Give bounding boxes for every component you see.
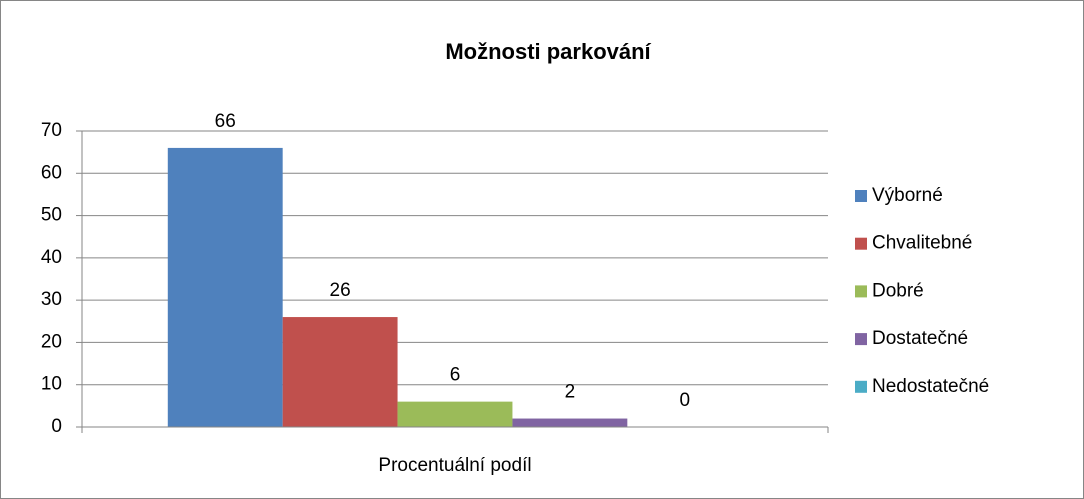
data-label: 6 [450,365,461,386]
legend-swatch [855,285,867,298]
legend-swatch [855,380,867,393]
y-tick-label: 10 [41,374,62,395]
legend-swatch [855,333,867,346]
bar [282,317,398,427]
data-label: 2 [565,382,576,403]
y-tick-label: 60 [41,162,62,183]
legend-label: Dobré [872,280,924,301]
bar [167,147,283,427]
bar [397,401,513,427]
x-tick-label: Procentuální podíl [378,455,531,476]
bar [512,418,628,427]
legend-label: Chvalitebné [872,233,972,254]
chart-title: Možnosti parkování [445,39,651,64]
y-tick-label: 40 [41,247,62,268]
legend-label: Nedostatečné [872,376,989,397]
y-tick-label: 20 [41,331,62,352]
data-label: 26 [330,280,351,301]
y-tick-label: 30 [41,289,62,310]
legend-swatch [855,237,867,250]
data-label: 66 [215,111,236,132]
data-label: 0 [679,390,690,411]
legend-label: Výborné [872,185,943,206]
legend-label: Dostatečné [872,328,968,349]
legend-swatch [855,190,867,202]
y-tick-label: 70 [41,120,62,141]
y-tick-label: 0 [51,416,62,437]
y-tick-label: 50 [41,205,62,226]
